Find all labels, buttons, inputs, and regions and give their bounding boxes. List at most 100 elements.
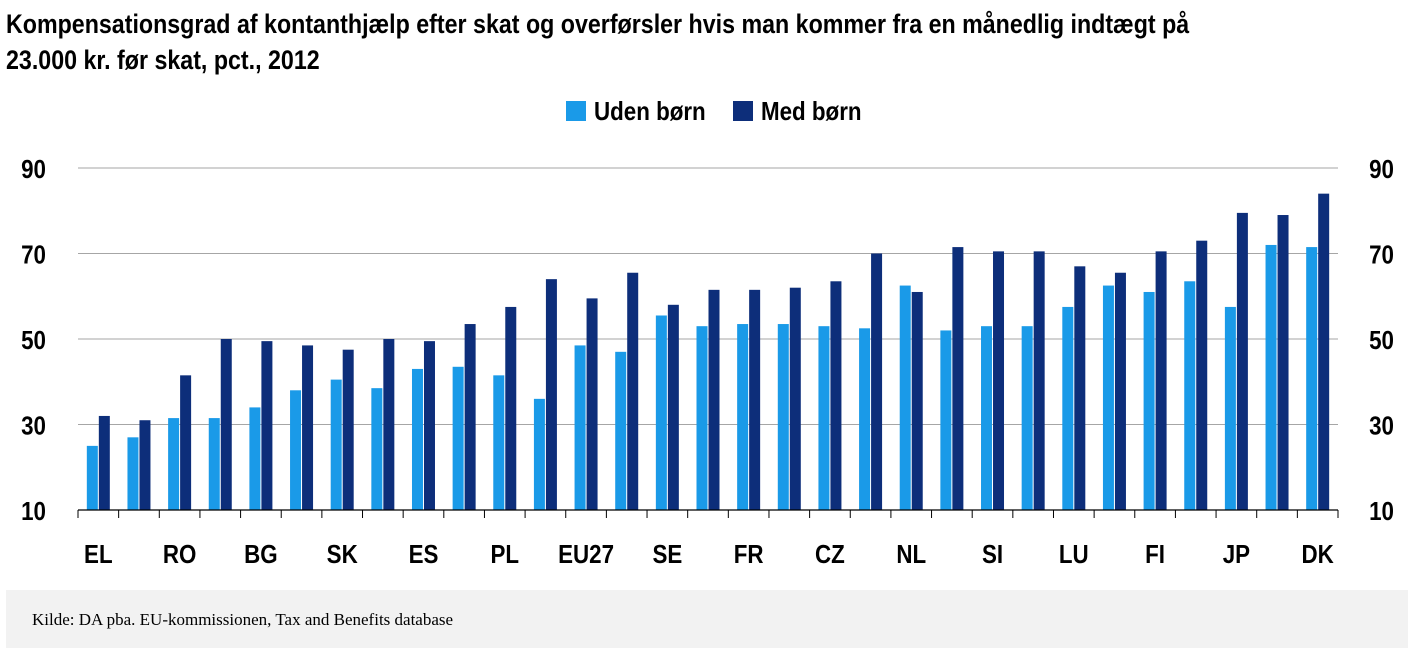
bar-med-born bbox=[1074, 266, 1086, 510]
y-tick-label-right: 10 bbox=[1369, 497, 1394, 526]
y-tick-label-right: 70 bbox=[1369, 241, 1394, 270]
x-tick-label: DK bbox=[1302, 540, 1335, 569]
x-tick-label: EL bbox=[84, 540, 113, 569]
bar-med-born bbox=[871, 253, 883, 510]
y-tick-label-left: 50 bbox=[21, 326, 46, 355]
bar-med-born bbox=[789, 287, 801, 510]
bar-uden-born bbox=[1143, 291, 1155, 510]
bar-med-born bbox=[545, 279, 557, 510]
bar-med-born bbox=[464, 324, 476, 510]
bar-med-born bbox=[952, 247, 964, 510]
y-tick-label-left: 10 bbox=[21, 497, 46, 526]
bar-med-born bbox=[1196, 240, 1208, 511]
legend-label: Uden børn bbox=[594, 97, 706, 126]
bar-uden-born bbox=[655, 315, 667, 510]
bar-med-born bbox=[1114, 272, 1126, 510]
bar-uden-born bbox=[249, 407, 261, 510]
bar-med-born bbox=[383, 339, 395, 510]
x-axis bbox=[77, 509, 1339, 518]
y-tick-label-left: 70 bbox=[21, 241, 46, 270]
bar-uden-born bbox=[411, 368, 423, 510]
chart-title: Kompensationsgrad af kontanthjælp efter … bbox=[6, 6, 1210, 78]
legend-label: Med børn bbox=[761, 97, 862, 126]
bar-uden-born bbox=[1021, 326, 1033, 510]
bar-uden-born bbox=[168, 418, 180, 510]
y-tick-label-left: 30 bbox=[21, 412, 46, 441]
bar-uden-born bbox=[127, 437, 139, 510]
chart-title-line-1: Kompensationsgrad af kontanthjælp efter … bbox=[6, 9, 1190, 39]
bar-med-born bbox=[627, 272, 639, 510]
bar-med-born bbox=[342, 349, 354, 510]
bar-med-born bbox=[220, 339, 232, 510]
bar-med-born bbox=[180, 375, 192, 510]
y-tick-label-right: 50 bbox=[1369, 326, 1394, 355]
x-tick-label: CZ bbox=[815, 540, 845, 569]
bar-uden-born bbox=[1062, 306, 1074, 510]
bar-med-born bbox=[505, 306, 517, 510]
bar-med-born bbox=[667, 304, 679, 510]
bar-uden-born bbox=[290, 390, 302, 510]
bar-med-born bbox=[302, 345, 314, 510]
bar-med-born bbox=[139, 420, 151, 510]
bar-med-born bbox=[1277, 215, 1289, 510]
bar-uden-born bbox=[1102, 285, 1114, 510]
chart-legend: Uden børn Med børn bbox=[566, 97, 862, 126]
bar-uden-born bbox=[899, 285, 911, 510]
bar-med-born bbox=[586, 298, 598, 510]
bar-med-born bbox=[423, 341, 435, 510]
bar-med-born bbox=[1318, 193, 1330, 510]
legend-swatch bbox=[733, 101, 753, 121]
x-tick-label: FR bbox=[734, 540, 764, 569]
x-tick-label: ES bbox=[409, 540, 439, 569]
bar-uden-born bbox=[493, 375, 505, 510]
bar-uden-born bbox=[1306, 247, 1318, 510]
bar-uden-born bbox=[859, 328, 871, 510]
bar-med-born bbox=[830, 281, 842, 510]
bar-med-born bbox=[708, 289, 720, 510]
bar-uden-born bbox=[696, 326, 708, 510]
x-tick-label: SI bbox=[982, 540, 1003, 569]
gridlines bbox=[78, 167, 1338, 425]
bar-med-born bbox=[749, 289, 761, 510]
bar-uden-born bbox=[208, 418, 220, 510]
bar-uden-born bbox=[818, 326, 830, 510]
bar-uden-born bbox=[981, 326, 993, 510]
x-axis-labels: EL RO BG SK ES PL EU27 SE FR CZ NL SI LU FI JP DK bbox=[84, 540, 1334, 569]
bar-uden-born bbox=[1224, 306, 1236, 510]
bar-uden-born bbox=[330, 379, 342, 510]
bar-uden-born bbox=[86, 445, 98, 510]
y-axis-left: 10 30 50 70 90 bbox=[21, 155, 46, 526]
source-footer: Kilde: DA pba. EU-kommissionen, Tax and … bbox=[6, 590, 1408, 648]
x-tick-label: FI bbox=[1145, 540, 1165, 569]
y-tick-label-right: 30 bbox=[1369, 412, 1394, 441]
y-tick-label-right: 90 bbox=[1369, 155, 1394, 184]
bar-med-born bbox=[98, 415, 110, 510]
y-axis-right: 10 30 50 70 90 bbox=[1369, 155, 1394, 526]
y-tick-label-left: 90 bbox=[21, 155, 46, 184]
x-tick-label: SE bbox=[652, 540, 682, 569]
x-tick-label: LU bbox=[1059, 540, 1089, 569]
bar-med-born bbox=[1236, 212, 1248, 510]
bar-uden-born bbox=[452, 366, 464, 510]
bar-uden-born bbox=[940, 330, 952, 510]
bar-uden-born bbox=[777, 324, 789, 510]
bar-med-born bbox=[1155, 251, 1167, 511]
bar-med-born bbox=[261, 341, 273, 510]
bar-med-born bbox=[1033, 251, 1045, 511]
x-tick-label: NL bbox=[896, 540, 926, 569]
bar-uden-born bbox=[737, 324, 749, 510]
bars bbox=[86, 193, 1330, 511]
legend-swatch bbox=[566, 101, 586, 121]
x-tick-label: BG bbox=[244, 540, 278, 569]
bar-uden-born bbox=[574, 345, 586, 510]
x-tick-label: SK bbox=[327, 540, 359, 569]
bar-med-born bbox=[911, 291, 923, 510]
x-tick-label: RO bbox=[163, 540, 197, 569]
bar-uden-born bbox=[1184, 281, 1196, 510]
x-tick-label: PL bbox=[490, 540, 519, 569]
chart-title-line-2: 23.000 kr. før skat, pct., 2012 bbox=[6, 45, 320, 75]
bar-med-born bbox=[993, 251, 1005, 511]
bar-uden-born bbox=[1265, 244, 1277, 510]
x-tick-label: JP bbox=[1223, 540, 1250, 569]
